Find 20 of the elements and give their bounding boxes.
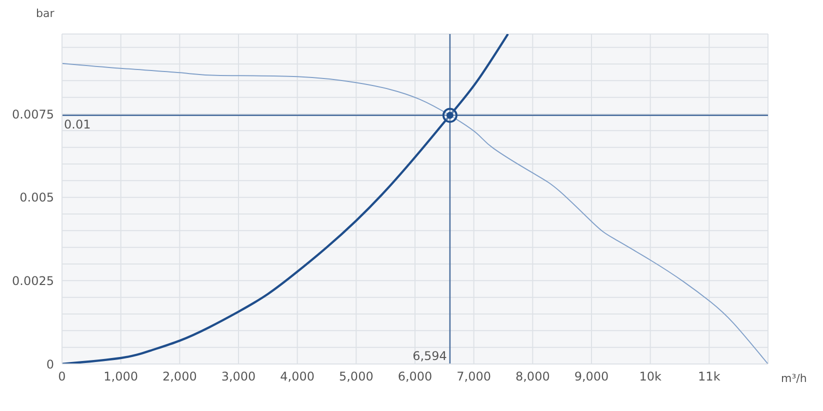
x-tick-label: 0 <box>58 370 66 384</box>
y-tick-label: 0.0075 <box>12 107 54 122</box>
x-tick-label: 6,000 <box>398 370 432 384</box>
x-tick-label: 9,000 <box>574 370 609 384</box>
y-tick-label: 0.005 <box>20 190 54 205</box>
x-tick-label: 5,000 <box>338 370 374 384</box>
x-tick-label: 3,000 <box>221 370 256 384</box>
x-tick-label: 1,000 <box>104 370 138 384</box>
y-tick-label: 0 <box>46 357 54 372</box>
x-tick-label: 8,000 <box>515 370 550 384</box>
y-axis-title: bar <box>36 7 54 20</box>
ref-line-label: 0.01 <box>64 117 91 132</box>
x-tick-label: 10k <box>639 370 662 384</box>
ref-line-label: 6,594 <box>412 349 447 363</box>
x-tick-label: 2,000 <box>162 370 197 384</box>
x-tick-label: 4,000 <box>280 370 315 384</box>
x-tick-label: 11k <box>698 370 720 384</box>
x-tick-label: 7,000 <box>456 370 492 384</box>
y-tick-label: 0.0025 <box>12 274 54 288</box>
x-axis-title: m³/h <box>781 372 807 385</box>
